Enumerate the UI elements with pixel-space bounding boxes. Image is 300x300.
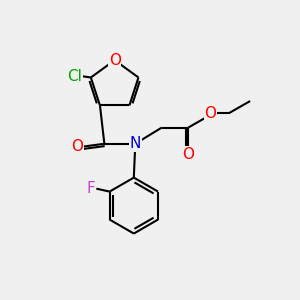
Text: O: O <box>182 147 194 162</box>
Text: O: O <box>109 53 121 68</box>
Text: Cl: Cl <box>67 68 82 83</box>
Text: N: N <box>130 136 141 151</box>
Text: O: O <box>204 106 216 121</box>
Text: F: F <box>86 181 95 196</box>
Text: O: O <box>71 139 83 154</box>
